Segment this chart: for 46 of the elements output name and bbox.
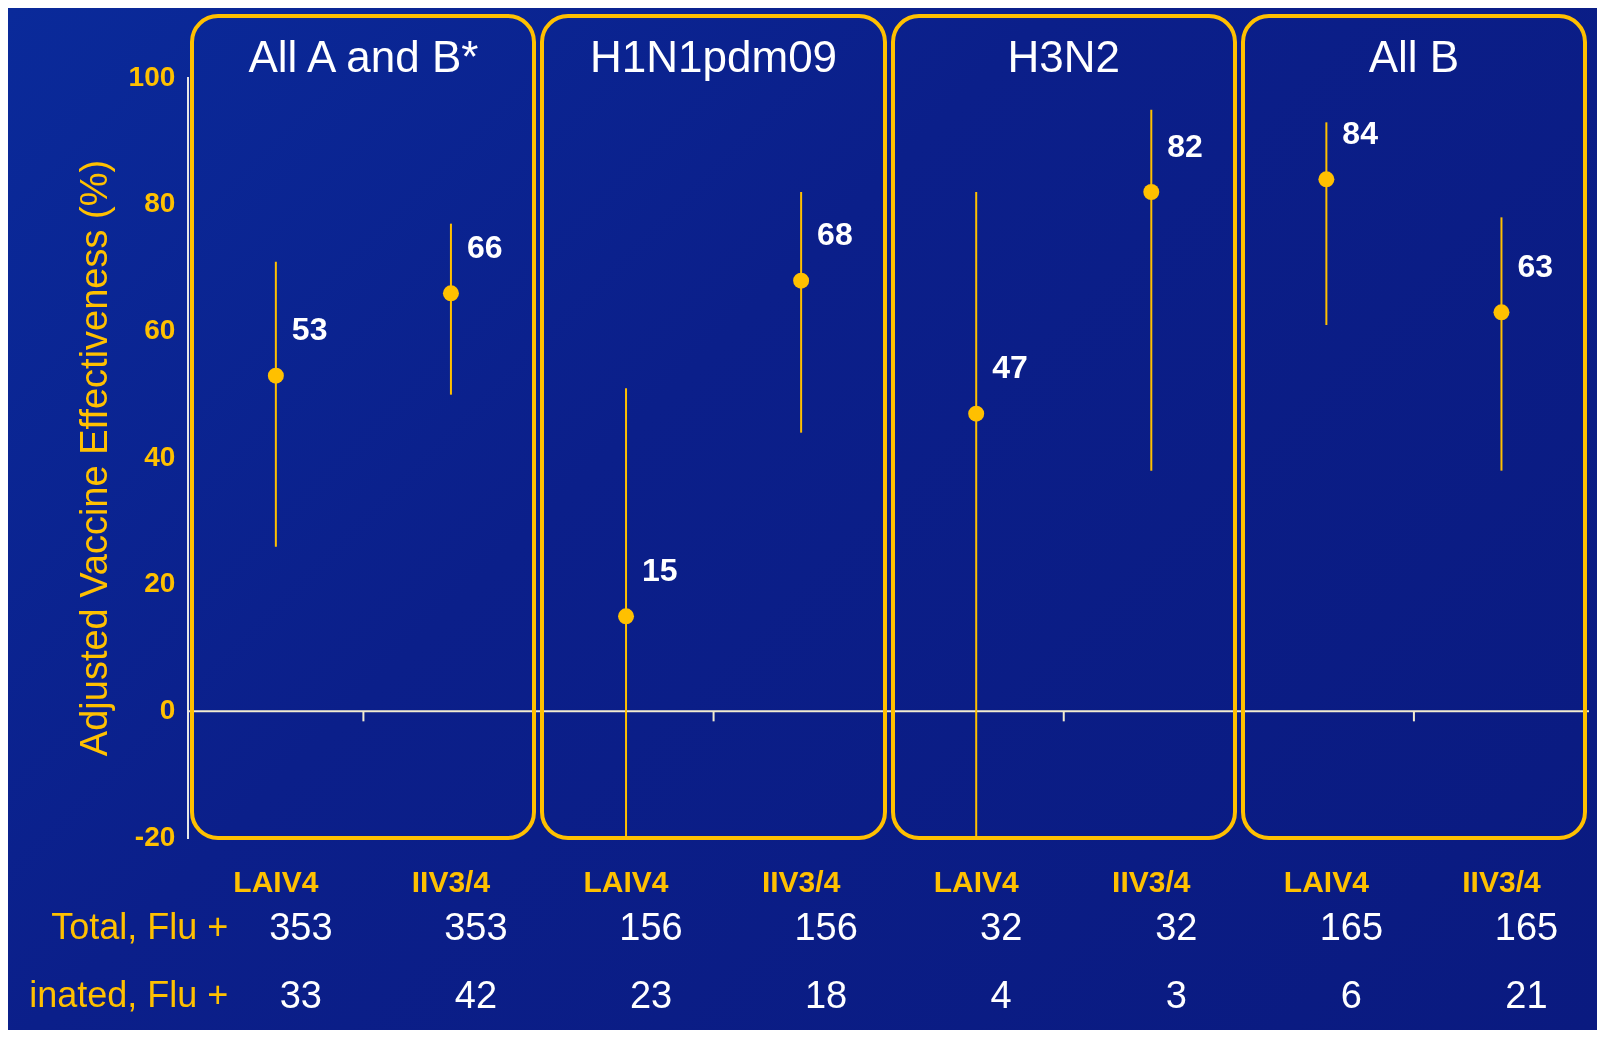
y-tick-label: 80 [144, 187, 176, 219]
text: 32 [979, 906, 1024, 949]
text: Total, Flu + [51, 906, 229, 948]
text: 156 [618, 906, 684, 949]
text: 6 [1339, 974, 1363, 1017]
x-tick-label: IIV3/4 [1112, 865, 1191, 899]
text: 165 [1493, 906, 1560, 949]
data-label: 63 [1517, 248, 1554, 285]
data-label: 68 [817, 216, 853, 253]
annotation: H1N1pdm09 [589, 32, 839, 82]
y-tick-label: 100 [128, 60, 176, 92]
x-tick-label: LAIV4 [1283, 865, 1370, 899]
x-tick-label: LAIV4 [583, 865, 669, 899]
text: 156 [793, 906, 859, 949]
x-tick-label: LAIV4 [233, 865, 319, 899]
x-tick-label: IIV3/4 [1462, 865, 1541, 899]
text: 353 [268, 906, 334, 949]
y-tick-label: 20 [144, 567, 176, 599]
text: 353 [443, 906, 509, 949]
text: 3 [1164, 974, 1188, 1017]
text: 42 [453, 974, 499, 1017]
text: 165 [1318, 906, 1385, 949]
text: 21 [1504, 974, 1549, 1017]
y-tick-label: -20 [134, 820, 176, 852]
y-axis-title: Adjusted Vaccine Effectiveness (%) [73, 159, 116, 757]
data-label: 82 [1167, 127, 1203, 164]
x-tick-label: IIV3/4 [411, 865, 491, 899]
data-label: 47 [992, 349, 1028, 386]
y-tick-label: 0 [159, 694, 176, 726]
text: inated, Flu + [29, 974, 229, 1016]
data-label: 15 [642, 552, 678, 589]
text: 32 [1154, 906, 1199, 949]
annotation: H3N2 [1006, 32, 1121, 82]
text: 33 [278, 974, 323, 1017]
text: 23 [628, 974, 674, 1017]
data-label: 66 [466, 229, 503, 266]
text: 18 [803, 974, 849, 1017]
data-label: 53 [291, 311, 328, 348]
annotation: All B [1367, 32, 1461, 82]
data-label: 84 [1342, 115, 1379, 152]
x-tick-label: LAIV4 [933, 865, 1020, 899]
annotation: All A and B* [247, 32, 480, 82]
text: 4 [989, 974, 1013, 1017]
y-tick-label: 40 [144, 440, 176, 472]
x-tick-label: IIV3/4 [761, 865, 841, 899]
y-tick-label: 60 [144, 314, 176, 346]
